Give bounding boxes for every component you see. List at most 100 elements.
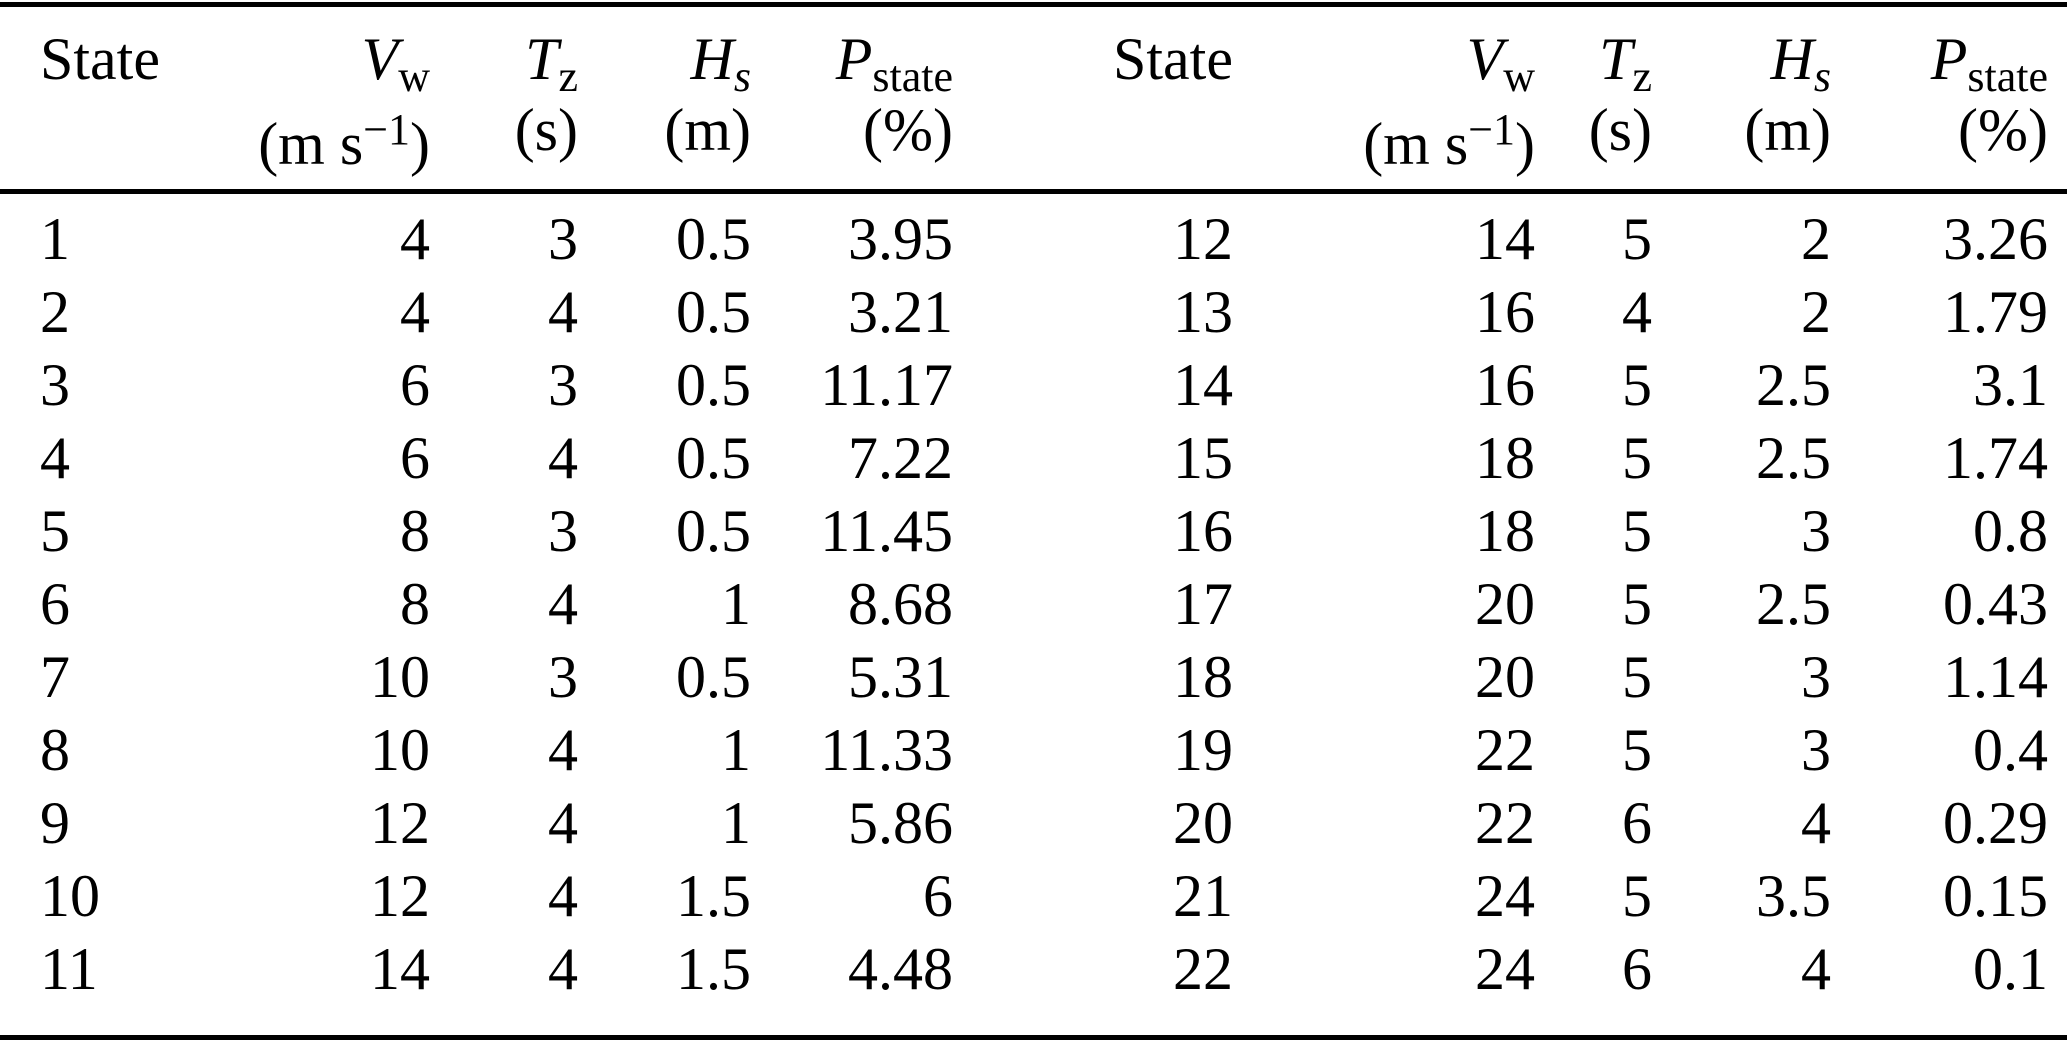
pstate-subscript: state — [872, 52, 953, 101]
table-row: 10 12 4 1.5 6 21 24 5 3.5 0.15 — [0, 851, 2067, 929]
cell-vw: 8 — [400, 571, 430, 637]
cell-tz: 5 — [1622, 717, 1652, 783]
hs-symbol: H — [1770, 26, 1814, 92]
table-row: 11 14 4 1.5 4.48 22 24 6 4 0.1 — [0, 924, 2067, 1002]
cell-pstate: 11.45 — [820, 498, 953, 564]
header-vw-unit-left: (m s−1) — [200, 102, 435, 194]
pstate-symbol: P — [1930, 26, 1968, 92]
cell-state: 16 — [1173, 498, 1233, 564]
header-pstate-left: Pstate — [752, 18, 965, 102]
cell-hs: 1 — [721, 571, 751, 637]
cell-state: 1 — [40, 206, 70, 272]
hs-subscript: s — [733, 52, 751, 101]
vw-unit-prefix: (m s — [258, 111, 364, 177]
cell-pstate: 3.26 — [1943, 206, 2048, 272]
cell-hs: 1.5 — [676, 863, 751, 929]
table-row: 9 12 4 1 5.86 20 22 6 4 0.29 — [0, 778, 2067, 856]
cell-hs: 2.5 — [1756, 425, 1831, 491]
vw-subscript: w — [398, 52, 430, 101]
bottom-rule — [0, 1035, 2067, 1040]
cell-vw: 12 — [370, 863, 430, 929]
cell-state: 6 — [40, 571, 70, 637]
table-body: 1 4 3 0.5 3.95 12 14 5 2 3.26 2 4 4 0.5 3.21 13 16 4 2 1.79… — [0, 194, 2067, 1002]
cell-hs: 3.5 — [1756, 863, 1831, 929]
cell-vw: 24 — [1475, 936, 1535, 1002]
cell-hs: 0.5 — [676, 206, 751, 272]
cell-tz: 4 — [548, 571, 578, 637]
header-rule — [0, 189, 2067, 194]
header-vw-unit-right: (m s−1) — [1235, 102, 1537, 194]
cell-vw: 20 — [1475, 571, 1535, 637]
table-row: 7 10 3 0.5 5.31 18 20 5 3 1.14 — [0, 632, 2067, 710]
cell-state: 19 — [1173, 717, 1233, 783]
cell-vw: 12 — [370, 790, 430, 856]
top-rule — [0, 2, 2067, 7]
vw-unit-suffix: ) — [1515, 111, 1535, 177]
cell-hs: 0.5 — [676, 498, 751, 564]
cell-vw: 22 — [1475, 790, 1535, 856]
cell-pstate: 1.14 — [1943, 644, 2048, 710]
cell-pstate: 0.4 — [1973, 717, 2048, 783]
cell-state: 2 — [40, 279, 70, 345]
table-row: 2 4 4 0.5 3.21 13 16 4 2 1.79 — [0, 267, 2067, 345]
header-hs-unit-left: (m) — [664, 97, 751, 163]
cell-vw: 20 — [1475, 644, 1535, 710]
sea-states-table: State Vw Tz Hs Pstate State Vw Tz Hs Pst… — [0, 18, 2067, 1002]
cell-vw: 18 — [1475, 498, 1535, 564]
header-hs-left: Hs — [580, 18, 752, 102]
cell-tz: 4 — [548, 279, 578, 345]
cell-state: 17 — [1173, 571, 1233, 637]
cell-tz: 5 — [1622, 498, 1652, 564]
header-pstate-unit-left: (%) — [863, 97, 953, 163]
cell-tz: 3 — [548, 352, 578, 418]
cell-tz: 5 — [1622, 644, 1652, 710]
cell-tz: 3 — [548, 644, 578, 710]
cell-tz: 5 — [1622, 863, 1652, 929]
tz-subscript: z — [558, 52, 578, 101]
cell-vw: 16 — [1475, 279, 1535, 345]
cell-pstate: 3.21 — [848, 279, 953, 345]
cell-hs: 1.5 — [676, 936, 751, 1002]
table-row: 8 10 4 1 11.33 19 22 5 3 0.4 — [0, 705, 2067, 783]
cell-tz: 4 — [548, 425, 578, 491]
cell-vw: 10 — [370, 644, 430, 710]
vw-unit-exponent: −1 — [1468, 105, 1516, 154]
table-row: 1 4 3 0.5 3.95 12 14 5 2 3.26 — [0, 194, 2067, 272]
cell-vw: 4 — [400, 279, 430, 345]
tz-subscript: z — [1632, 52, 1652, 101]
tz-symbol: T — [525, 26, 559, 92]
cell-vw: 4 — [400, 206, 430, 272]
cell-hs: 1 — [721, 790, 751, 856]
cell-hs: 0.5 — [676, 425, 751, 491]
cell-pstate: 5.86 — [848, 790, 953, 856]
cell-pstate: 0.43 — [1943, 571, 2048, 637]
table-row: 4 6 4 0.5 7.22 15 18 5 2.5 1.74 — [0, 413, 2067, 491]
cell-state: 12 — [1173, 206, 1233, 272]
cell-hs: 2 — [1801, 206, 1831, 272]
cell-state: 15 — [1173, 425, 1233, 491]
header-vw-left: Vw — [200, 18, 435, 102]
header-unit-row: (m s−1) (s) (m) (%) (m s−1) (s) (m) (%) — [0, 97, 2067, 194]
cell-tz: 6 — [1622, 936, 1652, 1002]
header-tz-left: Tz — [435, 18, 580, 102]
pstate-subscript: state — [1967, 52, 2048, 101]
vw-unit-exponent: −1 — [363, 105, 411, 154]
cell-hs: 3 — [1801, 717, 1831, 783]
cell-tz: 4 — [548, 717, 578, 783]
cell-hs: 0.5 — [676, 279, 751, 345]
hs-symbol: H — [690, 26, 734, 92]
cell-tz: 5 — [1622, 425, 1652, 491]
cell-state: 21 — [1173, 863, 1233, 929]
table-header: State Vw Tz Hs Pstate State Vw Tz Hs Pst… — [0, 18, 2067, 194]
cell-state: 4 — [40, 425, 70, 491]
cell-pstate: 5.31 — [848, 644, 953, 710]
vw-symbol: V — [1466, 26, 1504, 92]
cell-vw: 6 — [400, 425, 430, 491]
header-tz-unit-left: (s) — [514, 97, 578, 163]
header-state-left: State — [40, 26, 160, 92]
table-row: 3 6 3 0.5 11.17 14 16 5 2.5 3.1 — [0, 340, 2067, 418]
cell-hs: 4 — [1801, 936, 1831, 1002]
cell-state: 10 — [40, 863, 100, 929]
header-unit-spacer — [0, 102, 200, 194]
